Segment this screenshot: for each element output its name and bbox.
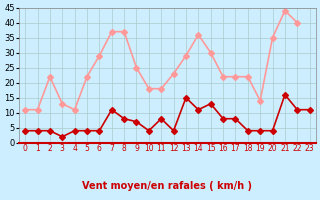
X-axis label: Vent moyen/en rafales ( km/h ): Vent moyen/en rafales ( km/h )	[82, 181, 252, 191]
